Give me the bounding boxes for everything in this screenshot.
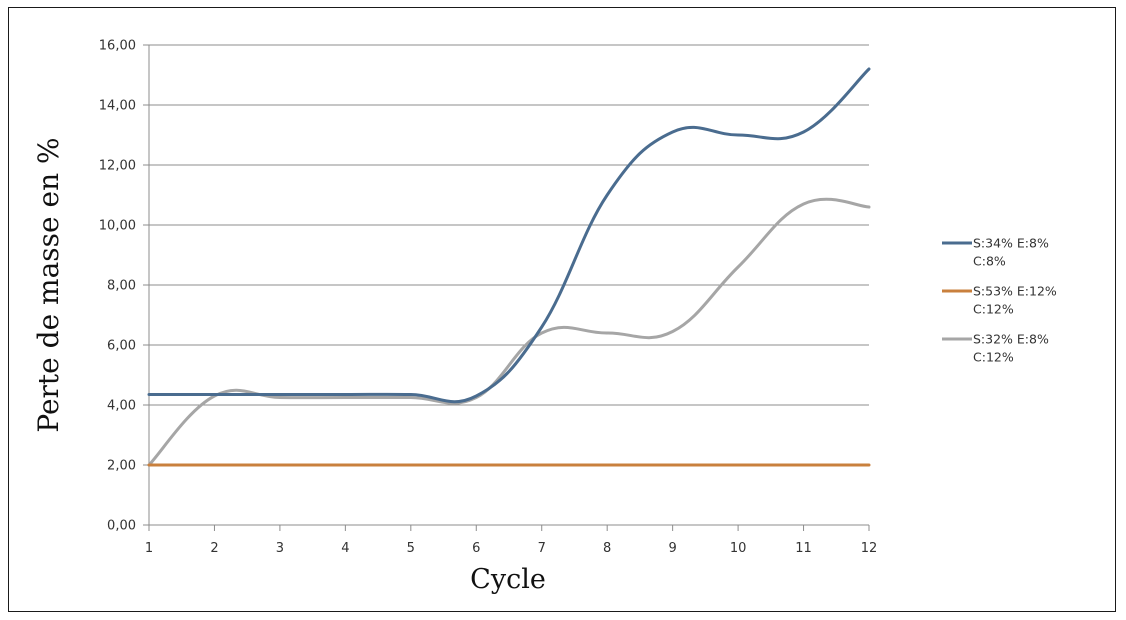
x-tick-label: 7 [538, 541, 546, 556]
chart-frame [8, 7, 1116, 612]
x-tick-label: 3 [276, 541, 284, 556]
y-tick-labels: 0,00 2,00 4,00 6,00 8,00 10,00 12,00 14,00 16,00 [99, 39, 136, 534]
x-tick-label: 8 [603, 541, 611, 556]
y-tick-label: 0,00 [107, 519, 136, 534]
y-tick-label: 16,00 [99, 39, 136, 54]
y-tick-label: 6,00 [107, 339, 136, 354]
legend-label-3: C:12% [973, 350, 1014, 365]
legend-label-2: S:53% E:12% [973, 284, 1057, 299]
legend: S:34% E:8% C:8% S:53% E:12% C:12% S:32% E:8%… [942, 236, 1057, 365]
x-tick-label: 9 [668, 541, 676, 556]
x-tick-label: 5 [407, 541, 415, 556]
y-axis-title: Perte de masse en % [32, 137, 65, 432]
x-tick-label: 1 [145, 541, 153, 556]
y-tick-label: 8,00 [107, 279, 136, 294]
x-tick-label: 4 [341, 541, 349, 556]
series-line-1 [147, 67, 871, 404]
legend-label-1: S:34% E:8% [973, 236, 1049, 251]
y-tick-label: 10,00 [99, 219, 136, 234]
series-line-3 [147, 197, 871, 467]
axes [148, 45, 870, 531]
series-lines [147, 67, 871, 467]
x-axis-title: Cycle [470, 564, 546, 595]
x-tick-label: 11 [795, 541, 812, 556]
x-tick-label: 2 [210, 541, 218, 556]
x-tick-label: 10 [730, 541, 747, 556]
legend-label-3: S:32% E:8% [973, 332, 1049, 347]
gridlines [143, 44, 869, 526]
y-tick-label: 4,00 [107, 399, 136, 414]
y-tick-label: 2,00 [107, 459, 136, 474]
legend-label-2: C:12% [973, 302, 1014, 317]
x-tick-label: 6 [472, 541, 480, 556]
y-tick-label: 12,00 [99, 159, 136, 174]
x-tick-label: 12 [861, 541, 878, 556]
y-tick-label: 14,00 [99, 99, 136, 114]
legend-label-1: C:8% [973, 254, 1006, 269]
x-tick-labels: 1 2 3 4 5 6 7 8 9 10 11 12 [145, 541, 877, 556]
